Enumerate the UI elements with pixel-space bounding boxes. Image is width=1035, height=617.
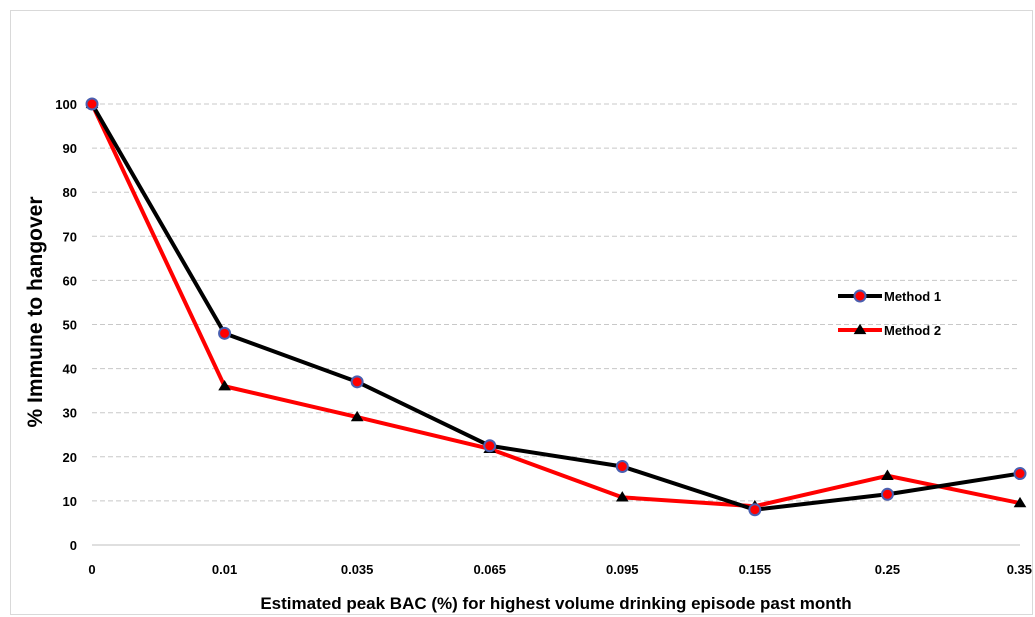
x-tick-label: 0.155 xyxy=(739,562,772,577)
data-point xyxy=(881,469,894,480)
legend-item: Method 2 xyxy=(838,323,941,338)
legend: Method 1 Method 2 xyxy=(838,289,941,338)
markers-method-2 xyxy=(85,97,1027,511)
data-point xyxy=(615,460,629,474)
data-point xyxy=(1013,496,1027,508)
y-tick-label: 60 xyxy=(63,273,77,288)
x-tick-label: 0.095 xyxy=(606,562,639,577)
x-tick-labels: 0 0.01 0.035 0.065 0.095 0.155 0.25 0.35 xyxy=(88,562,1032,577)
data-point xyxy=(218,379,231,391)
data-point xyxy=(483,439,497,453)
data-point xyxy=(218,326,232,340)
data-point xyxy=(350,375,364,389)
y-tick-labels: 0 10 20 30 40 50 60 70 80 90 100 xyxy=(55,97,77,553)
data-point xyxy=(615,491,629,502)
data-point xyxy=(853,289,867,303)
legend-label: Method 2 xyxy=(884,323,941,338)
data-point xyxy=(1013,467,1027,481)
y-tick-label: 10 xyxy=(63,494,77,509)
series-method-1 xyxy=(90,102,1021,512)
markers-method-1 xyxy=(85,97,1027,517)
x-tick-label: 0.25 xyxy=(875,562,900,577)
series-line xyxy=(90,102,1021,512)
legend-label: Method 1 xyxy=(884,289,941,304)
y-tick-label: 40 xyxy=(63,362,77,377)
series-group xyxy=(85,97,1027,517)
gridlines xyxy=(92,103,1020,502)
x-tick-label: 0.35 xyxy=(1007,562,1032,577)
data-point xyxy=(748,503,762,517)
y-tick-label: 80 xyxy=(63,185,77,200)
y-tick-label: 90 xyxy=(63,141,77,156)
chart-frame xyxy=(10,10,1033,615)
y-tick-label: 70 xyxy=(63,229,77,244)
series-method-2 xyxy=(90,103,1021,509)
y-tick-label: 20 xyxy=(63,450,77,465)
data-point xyxy=(853,323,867,335)
series-line xyxy=(90,103,1021,509)
data-point xyxy=(85,97,99,111)
y-tick-label: 30 xyxy=(63,406,77,421)
x-axis-title: Estimated peak BAC (%) for highest volum… xyxy=(260,594,851,613)
y-axis-title: % Immune to hangover xyxy=(24,196,47,427)
x-tick-label: 0.035 xyxy=(341,562,374,577)
data-point xyxy=(350,410,364,422)
y-tick-label: 100 xyxy=(55,97,77,112)
x-tick-label: 0 xyxy=(88,562,95,577)
y-tick-label: 0 xyxy=(70,538,77,553)
x-tick-label: 0.01 xyxy=(212,562,237,577)
legend-item: Method 1 xyxy=(838,289,941,304)
data-point xyxy=(880,487,894,501)
y-tick-label: 50 xyxy=(63,318,77,333)
x-tick-label: 0.065 xyxy=(473,562,506,577)
